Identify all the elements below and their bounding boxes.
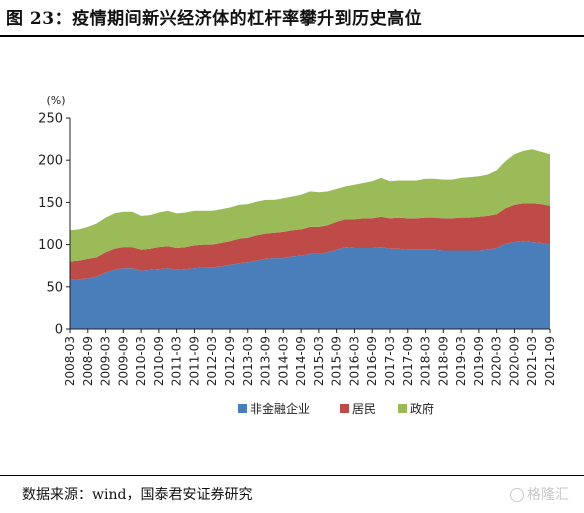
y-tick-label: 200 <box>38 154 63 169</box>
x-tick-label: 2008-09 <box>81 336 95 386</box>
legend: 非金融企业 居民 政府 <box>238 401 434 416</box>
x-tick-label: 2011-03 <box>170 336 184 386</box>
legend-label-0: 非金融企业 <box>250 401 310 416</box>
area-series-0 <box>70 241 550 329</box>
x-tick-label: 2013-03 <box>241 336 255 386</box>
x-tick-label: 2011-09 <box>187 336 201 386</box>
source-divider <box>0 475 584 476</box>
title-divider <box>0 35 584 37</box>
x-tick-label: 2021-09 <box>543 336 557 386</box>
x-tick-label: 2018-09 <box>436 336 450 386</box>
x-tick-label: 2019-03 <box>454 336 468 386</box>
legend-swatch-2 <box>398 404 407 413</box>
legend-label-2: 政府 <box>410 401 434 416</box>
y-tick-label: 0 <box>55 323 63 338</box>
y-tick-label: 150 <box>38 196 63 211</box>
area-series-2 <box>70 149 550 262</box>
y-tick-label: 250 <box>38 112 63 127</box>
area-layer <box>70 149 550 329</box>
y-unit-label: (%) <box>46 94 65 107</box>
x-tick-label: 2017-09 <box>401 336 415 386</box>
watermark-logo-icon <box>510 488 524 502</box>
x-tick-label: 2012-03 <box>205 336 219 386</box>
x-tick-label: 2020-09 <box>507 336 521 386</box>
legend-label-1: 居民 <box>352 402 376 416</box>
x-tick-label: 2019-09 <box>472 336 486 386</box>
x-tick-label: 2008-03 <box>63 336 77 386</box>
x-tick-label: 2009-03 <box>99 336 113 386</box>
watermark-text: 格隆汇 <box>527 487 569 503</box>
x-tick-label: 2013-09 <box>259 336 273 386</box>
x-tick-label: 2009-09 <box>116 336 130 386</box>
x-tick-label: 2014-03 <box>276 336 290 386</box>
x-tick-label: 2010-03 <box>134 336 148 386</box>
legend-swatch-0 <box>238 404 247 413</box>
x-tick-label: 2015-09 <box>330 336 344 386</box>
y-tick-label: 50 <box>46 280 63 295</box>
x-tick-label: 2017-03 <box>383 336 397 386</box>
x-tick-label: 2015-03 <box>312 336 326 386</box>
x-tick-label: 2016-03 <box>347 336 361 386</box>
legend-swatch-1 <box>340 404 349 413</box>
watermark: 格隆汇 <box>510 484 569 504</box>
x-tick-label: 2018-03 <box>419 336 433 386</box>
y-tick-label: 100 <box>38 238 63 253</box>
x-tick-label: 2010-09 <box>152 336 166 386</box>
x-tick-label: 2012-09 <box>223 336 237 386</box>
x-tick-label: 2020-03 <box>490 336 504 386</box>
x-tick-label: 2021-03 <box>525 336 539 386</box>
x-tick-label: 2016-09 <box>365 336 379 386</box>
x-tick-label: 2014-09 <box>294 336 308 386</box>
source-note: 数据来源：wind，国泰君安证券研究 <box>22 487 253 503</box>
area-series-1 <box>70 203 550 280</box>
figure-title: 图 23：疫情期间新兴经济体的杠杆率攀升到历史高位 <box>6 9 423 29</box>
